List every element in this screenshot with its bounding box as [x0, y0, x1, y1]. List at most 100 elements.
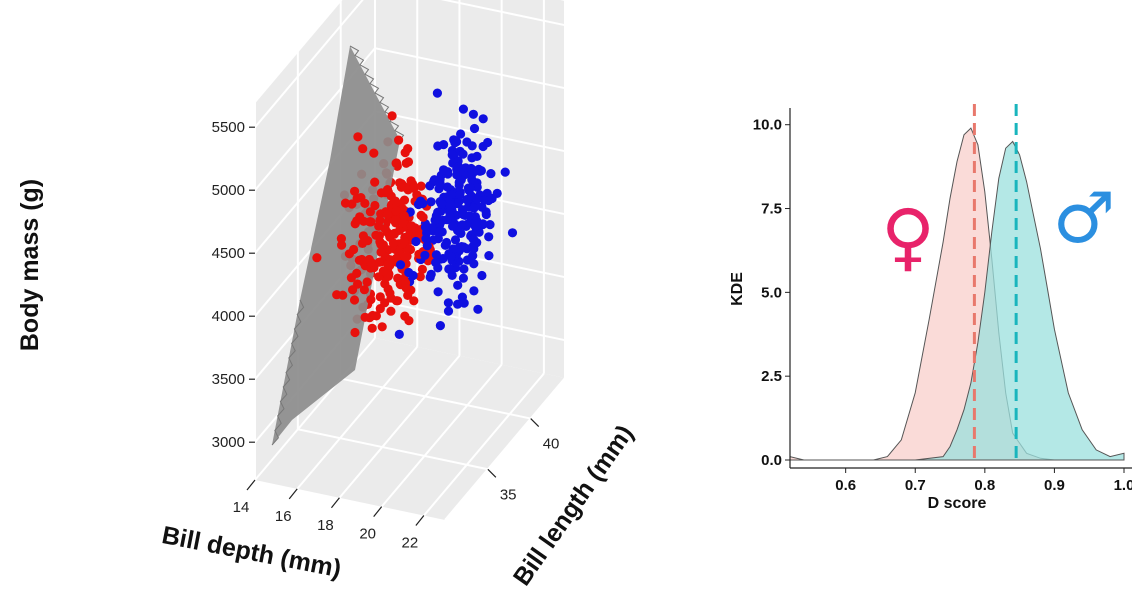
- grid-floor-x: [380, 364, 503, 508]
- red-point: [380, 224, 390, 234]
- blue-point: [433, 287, 443, 297]
- blue-point: [462, 137, 472, 147]
- blue-point: [466, 163, 476, 174]
- red-point: [312, 253, 322, 263]
- red-point: [386, 306, 396, 316]
- x-axis-title: D score: [928, 495, 987, 512]
- y-tick-label: 7.5: [761, 201, 782, 218]
- blue-point: [394, 329, 404, 339]
- z-tick-label: 5000: [212, 182, 245, 199]
- red-point: [415, 272, 425, 282]
- floor-pane: [255, 338, 565, 520]
- x-tick: [373, 506, 383, 518]
- blue-point: [458, 104, 468, 114]
- y-axis-title: Bill length (mm): [508, 420, 639, 591]
- blue-point: [435, 174, 445, 185]
- x-tick-label: 0.8: [974, 477, 995, 494]
- blue-point: [473, 304, 483, 314]
- red-point: [377, 322, 387, 332]
- blue-point: [468, 251, 478, 261]
- blue-point: [395, 260, 406, 270]
- y-tick: [530, 418, 540, 427]
- blue-point: [472, 194, 482, 204]
- male-density: [915, 140, 1125, 461]
- x-tick: [246, 479, 256, 491]
- blue-point: [457, 242, 467, 252]
- y-tick: [487, 468, 497, 478]
- grid-floor-y: [297, 428, 489, 471]
- red-point: [385, 288, 395, 298]
- x-tick-label: 20: [359, 526, 376, 543]
- plane-edge: [349, 45, 405, 141]
- blue-point: [454, 197, 464, 207]
- blue-point: [420, 222, 431, 232]
- x-tick: [288, 488, 298, 500]
- plane-edge: [271, 299, 305, 446]
- red-point: [349, 244, 359, 255]
- red-point: [354, 255, 364, 265]
- blue-point: [456, 129, 466, 139]
- blue-point: [442, 237, 452, 248]
- male-symbol-icon: ♂: [1053, 177, 1116, 259]
- y-tick-label: 0.0: [761, 452, 782, 469]
- blue-point: [492, 188, 502, 198]
- z-tick-label: 3500: [212, 371, 245, 388]
- red-point: [388, 238, 399, 248]
- red-point: [399, 236, 409, 246]
- blue-point: [431, 258, 441, 268]
- blue-point: [425, 181, 435, 191]
- blue-point: [469, 286, 479, 296]
- z-tick-label: 5500: [212, 119, 245, 136]
- red-point: [358, 144, 368, 154]
- grid-left-z: [254, 0, 364, 128]
- blue-point: [448, 221, 458, 231]
- red-point: [369, 148, 379, 158]
- red-point: [403, 144, 413, 154]
- red-point: [365, 207, 375, 217]
- blue-point: [408, 270, 418, 281]
- blue-point: [464, 211, 474, 221]
- red-point: [406, 176, 416, 186]
- grid-back-z: [374, 47, 566, 90]
- x-tick-label: 1.0: [1114, 477, 1132, 494]
- blue-point: [446, 252, 456, 262]
- blue-point: [469, 203, 479, 213]
- blue-point: [439, 140, 449, 150]
- x-tick-label: 14: [233, 499, 250, 516]
- blue-point: [485, 220, 495, 230]
- blue-point: [443, 298, 453, 308]
- red-series: [312, 111, 435, 338]
- blue-point: [450, 235, 461, 245]
- blue-point: [411, 236, 421, 247]
- red-point: [416, 181, 426, 191]
- blue-point: [486, 169, 496, 179]
- blue-point: [478, 114, 488, 124]
- pane-edge: [444, 377, 566, 521]
- red-point: [340, 198, 351, 208]
- red-point: [337, 240, 347, 250]
- x-tick: [330, 497, 340, 509]
- red-point: [352, 268, 362, 278]
- blue-point: [443, 306, 454, 316]
- red-point: [391, 206, 401, 216]
- red-point: [353, 132, 363, 142]
- female-symbol-icon: ♀: [881, 194, 935, 280]
- red-point: [359, 285, 369, 295]
- red-point: [367, 323, 377, 333]
- blue-point: [455, 190, 465, 200]
- scatter-3d-chart: 3000 3500 4000 4500 5000 5500 14 16 18 20 22 35 40 Bo…: [16, 0, 639, 591]
- grid-floor-y: [340, 377, 531, 420]
- blue-series: [395, 123, 518, 316]
- blue-point: [448, 244, 458, 254]
- red-point: [349, 295, 360, 305]
- y-tick-label: 2.5: [761, 368, 782, 385]
- blue-point: [426, 269, 436, 279]
- y-tick-label: 35: [500, 486, 517, 503]
- red-point: [399, 211, 409, 221]
- blue-point: [436, 199, 446, 209]
- blue-point: [439, 165, 449, 175]
- red-point: [403, 290, 413, 300]
- x-tick-label: 16: [275, 508, 292, 525]
- x-axis-title: Bill depth (mm): [160, 521, 344, 583]
